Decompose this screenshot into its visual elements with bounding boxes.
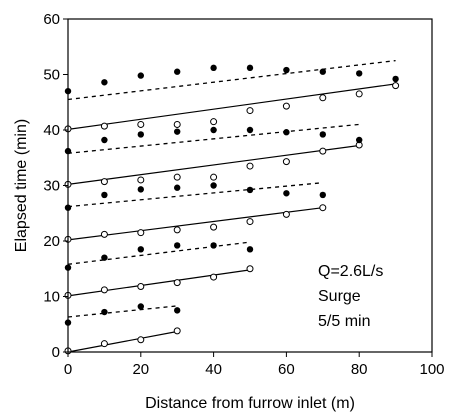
advance-point — [173, 226, 181, 234]
recession-point — [210, 126, 217, 134]
y-tick-label: 40 — [43, 122, 60, 139]
recession-point — [101, 191, 108, 199]
x-tick-label: 80 — [351, 361, 368, 378]
recession-point — [101, 136, 108, 144]
recession-point — [246, 64, 254, 72]
x-axis-title: Distance from furrow inlet (m) — [145, 395, 355, 412]
recession-point — [319, 68, 326, 75]
recession-point — [137, 246, 144, 253]
advance-point — [173, 173, 181, 181]
recession-fit-line — [67, 182, 323, 208]
advance-point — [100, 340, 108, 348]
axes: 0 20 40 60 80 100 0 10 20 30 40 50 60 — [43, 11, 444, 378]
recession-fit-line — [67, 59, 396, 101]
advance-point — [100, 178, 108, 186]
advance-point — [355, 90, 363, 98]
recession-point — [392, 75, 399, 83]
advance-point — [137, 336, 145, 344]
recession-point — [101, 79, 108, 86]
recession-point — [356, 70, 363, 77]
advance-point — [137, 229, 145, 237]
recession-fit-line — [67, 241, 251, 265]
recession-point — [283, 190, 290, 197]
advance-point — [246, 162, 254, 170]
advance-point — [210, 173, 218, 181]
recession-point — [174, 68, 181, 75]
advance-point — [173, 279, 181, 287]
advance-fit-line — [67, 83, 396, 130]
x-tick-label: 100 — [419, 361, 444, 378]
x-tick-label: 0 — [64, 361, 72, 378]
advance-point — [100, 122, 108, 130]
recession-point — [283, 129, 290, 136]
y-tick-label: 20 — [43, 233, 60, 250]
advance-point — [319, 204, 327, 212]
recession-point — [246, 246, 254, 253]
advance-point — [246, 265, 254, 273]
advance-point — [392, 82, 400, 90]
annotation-surge: Surge — [318, 288, 361, 305]
recession-point — [174, 242, 181, 249]
recession-point — [137, 72, 144, 79]
recession-point — [137, 186, 144, 193]
axis-labels: Distance from furrow inlet (m) Elapsed t… — [13, 119, 383, 412]
advance-point — [137, 283, 145, 291]
recession-fit-line — [67, 123, 360, 154]
recession-point — [210, 64, 217, 72]
recession-point — [246, 126, 254, 134]
advance-point — [282, 102, 290, 110]
y-axis-title: Elapsed time (min) — [13, 119, 30, 252]
recession-point — [210, 182, 217, 189]
advance-fit-line — [67, 330, 178, 353]
recession-point — [174, 184, 181, 191]
y-tick-label: 30 — [43, 178, 60, 195]
y-tick-label: 0 — [52, 344, 60, 361]
recession-point — [319, 131, 326, 138]
advance-fit-line — [67, 144, 360, 185]
advance-point — [173, 327, 181, 335]
recession-point — [174, 307, 181, 314]
recession-point — [101, 254, 108, 261]
recession-point — [101, 308, 108, 316]
recession-point — [137, 303, 144, 310]
advance-point — [137, 120, 145, 128]
annotation-cycle-time: 5/5 min — [318, 313, 370, 330]
advance-point — [210, 118, 218, 126]
advance-point — [173, 120, 181, 128]
recession-fit-line — [67, 305, 178, 318]
advance-point — [319, 94, 327, 102]
recession-point — [356, 136, 363, 144]
x-tick-label: 40 — [205, 361, 222, 378]
plot-area — [64, 59, 400, 355]
annotation-discharge: Q=2.6L/s — [318, 263, 383, 280]
recession-point — [246, 186, 254, 194]
advance-point — [282, 158, 290, 166]
advance-point — [137, 176, 145, 184]
advance-fit-line — [67, 269, 251, 297]
advance-point — [319, 147, 327, 155]
recession-point — [174, 128, 181, 135]
advance-point — [100, 230, 108, 238]
advance-point — [210, 223, 218, 231]
recession-point — [137, 131, 144, 138]
x-tick-label: 20 — [132, 361, 149, 378]
advance-point — [246, 107, 254, 115]
advance-point — [282, 210, 290, 218]
y-tick-label: 10 — [43, 289, 60, 306]
y-tick-label: 60 — [43, 11, 60, 28]
advance-point — [246, 218, 254, 226]
advance-fit-line — [67, 207, 323, 241]
advance-point — [100, 286, 108, 294]
recession-point — [319, 191, 326, 199]
x-tick-label: 60 — [278, 361, 295, 378]
recession-point — [283, 66, 290, 74]
recession-point — [210, 242, 217, 249]
y-tick-label: 50 — [43, 67, 60, 84]
advance-point — [210, 273, 218, 281]
